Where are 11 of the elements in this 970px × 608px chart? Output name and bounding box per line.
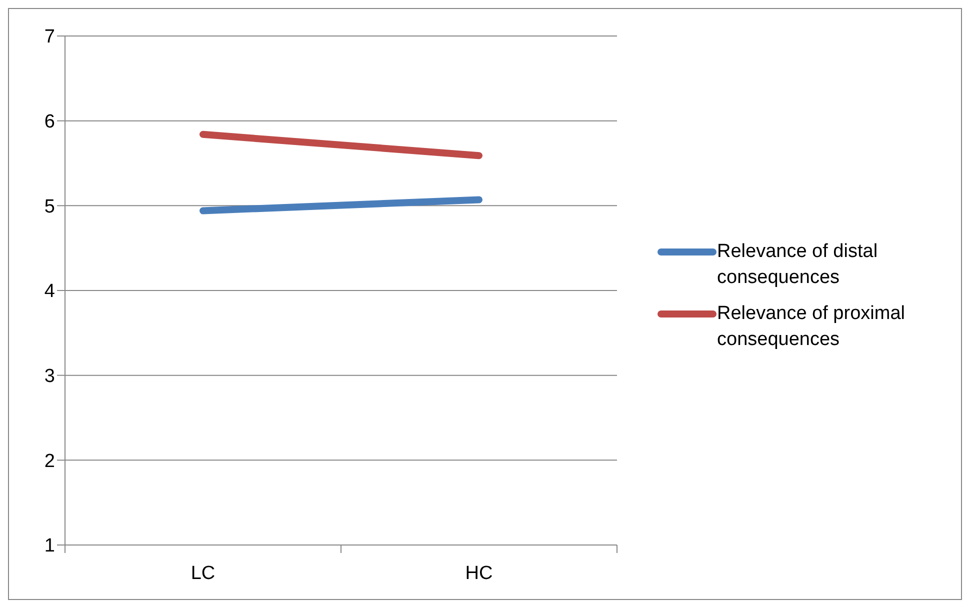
y-tick-label: 4 [44, 281, 56, 302]
x-tick-label: HC [465, 563, 493, 584]
y-tick-label: 3 [44, 366, 55, 388]
y-tick-label: 6 [44, 112, 55, 133]
y-tick-label: 1 [44, 536, 55, 557]
legend-label: Relevance of proximal consequences [717, 302, 906, 352]
x-tick-label: LC [190, 563, 216, 584]
y-tick-label: 5 [44, 196, 55, 218]
y-tick-label: 7 [44, 26, 55, 48]
legend-label: Relevance of distal consequences [717, 240, 879, 290]
y-tick-label: 2 [44, 450, 55, 472]
